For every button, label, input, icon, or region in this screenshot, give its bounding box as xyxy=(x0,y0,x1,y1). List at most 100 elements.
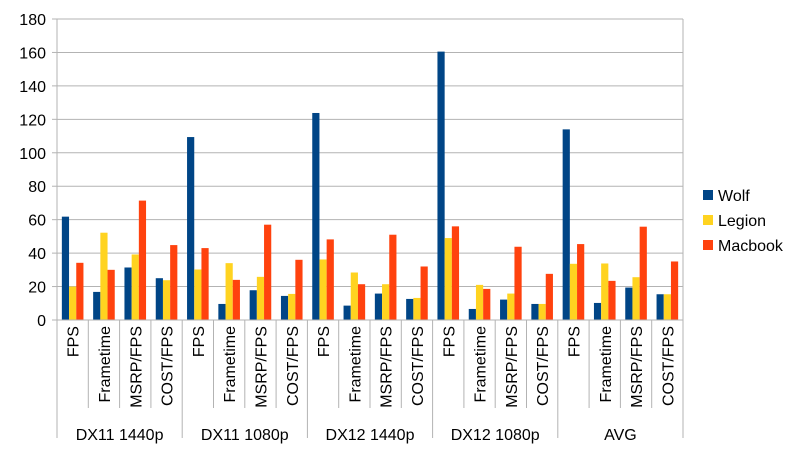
category-label: FPS xyxy=(441,326,458,357)
category-label: MSRP/FPS xyxy=(128,326,145,408)
bar-wolf xyxy=(218,303,226,320)
category-label: FPS xyxy=(66,326,83,357)
bar-macbook xyxy=(326,239,334,320)
bar-legion xyxy=(382,284,390,320)
group-label: DX11 1080p xyxy=(201,427,289,444)
bar-macbook xyxy=(483,288,491,320)
y-tick-label: 0 xyxy=(37,313,46,330)
bar-wolf xyxy=(437,51,445,320)
group-label: DX12 1440p xyxy=(326,427,415,444)
category-label: COST/FPS xyxy=(535,326,552,406)
category-label: FPS xyxy=(191,326,208,357)
bar-wolf xyxy=(625,287,633,320)
bar-macbook xyxy=(295,259,303,320)
bar-macbook xyxy=(76,262,84,320)
bar-legion xyxy=(288,293,296,320)
category-label: COST/FPS xyxy=(660,326,677,406)
legend-swatch-wolf xyxy=(703,190,713,200)
bar-wolf xyxy=(468,308,476,320)
bar-legion xyxy=(475,284,484,320)
bar-legion xyxy=(225,263,233,320)
y-tick-label: 160 xyxy=(19,45,46,62)
bar-wolf xyxy=(155,278,163,320)
group-label: DX11 1440p xyxy=(76,427,164,444)
bar-legion xyxy=(444,238,452,320)
bar-macbook xyxy=(514,246,522,320)
y-tick-label: 120 xyxy=(19,112,46,129)
bar-wolf xyxy=(93,291,101,320)
bar-macbook xyxy=(138,200,147,320)
category-label: MSRP/FPS xyxy=(629,326,646,408)
bar-legion xyxy=(663,294,671,320)
bar-legion xyxy=(601,263,609,320)
bar-wolf xyxy=(249,290,257,320)
bar-macbook xyxy=(264,224,272,320)
category-label: Frametime xyxy=(97,326,114,403)
category-label: MSRP/FPS xyxy=(504,326,521,408)
bar-legion xyxy=(538,303,546,320)
bar-macbook xyxy=(451,226,460,320)
bar-wolf xyxy=(312,112,320,321)
bar-wolf xyxy=(406,298,414,320)
bar-legion xyxy=(413,297,421,320)
bar-macbook xyxy=(670,261,679,320)
category-label: COST/FPS xyxy=(410,326,427,406)
legend-swatch-macbook xyxy=(703,240,713,250)
category-label: FPS xyxy=(316,326,333,357)
bar-macbook xyxy=(608,280,616,320)
y-tick-label: 100 xyxy=(19,146,46,163)
legend-label: Macbook xyxy=(718,238,784,255)
bar-wolf xyxy=(124,267,132,320)
y-tick-label: 80 xyxy=(28,179,46,196)
y-tick-label: 40 xyxy=(28,246,46,263)
bar-legion xyxy=(319,259,327,320)
category-label: Frametime xyxy=(222,326,239,403)
bar-macbook xyxy=(389,234,397,320)
bar-legion xyxy=(632,277,640,320)
legend-label: Legion xyxy=(718,213,766,230)
bar-legion xyxy=(256,276,265,320)
bar-wolf xyxy=(656,294,664,320)
bar-macbook xyxy=(639,226,647,320)
bar-macbook xyxy=(201,248,209,320)
bar-macbook xyxy=(232,279,240,320)
bar-wolf xyxy=(500,299,508,320)
bar-macbook xyxy=(357,284,366,320)
bar-wolf xyxy=(187,137,195,320)
legend-label: Wolf xyxy=(718,188,750,205)
bar-wolf xyxy=(61,216,70,320)
bar-legion xyxy=(350,272,358,320)
bar-macbook xyxy=(420,266,428,320)
category-label: Frametime xyxy=(347,326,364,403)
bar-macbook xyxy=(170,245,178,320)
category-label: COST/FPS xyxy=(160,326,177,406)
bar-wolf xyxy=(343,305,351,320)
y-tick-label: 60 xyxy=(28,213,46,230)
bar-wolf xyxy=(562,129,570,320)
category-label: MSRP/FPS xyxy=(379,326,396,408)
bar-legion xyxy=(131,254,139,320)
category-label: FPS xyxy=(566,326,583,357)
bar-macbook xyxy=(545,273,553,320)
bar-legion xyxy=(162,280,171,320)
y-tick-label: 20 xyxy=(28,280,46,297)
bar-wolf xyxy=(531,303,539,320)
bar-wolf xyxy=(593,302,602,320)
group-label: DX12 1080p xyxy=(451,427,540,444)
legend-swatch-legion xyxy=(703,215,713,225)
bar-legion xyxy=(507,293,515,320)
bar-legion xyxy=(569,263,578,320)
bar-wolf xyxy=(280,295,289,320)
y-tick-label: 180 xyxy=(19,12,46,29)
bar-legion xyxy=(69,286,77,320)
category-label: MSRP/FPS xyxy=(253,326,270,408)
group-label: AVG xyxy=(604,427,637,444)
bar-legion xyxy=(194,269,202,320)
category-label: Frametime xyxy=(598,326,615,403)
bar-macbook xyxy=(577,244,585,320)
bar-legion xyxy=(100,232,108,320)
category-label: Frametime xyxy=(473,326,490,403)
bar-wolf xyxy=(374,293,383,320)
y-tick-label: 140 xyxy=(19,79,46,96)
